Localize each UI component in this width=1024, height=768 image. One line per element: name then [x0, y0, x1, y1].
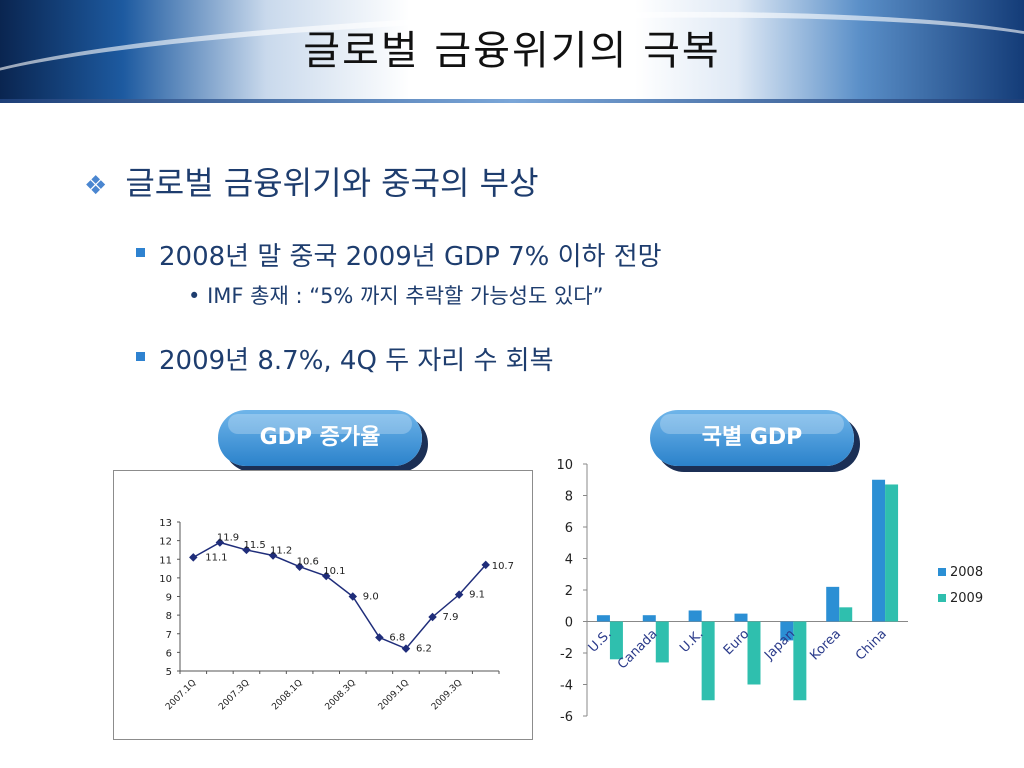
data-point-marker	[481, 560, 490, 570]
data-label: 7.9	[443, 612, 459, 623]
bar-2008	[826, 586, 840, 622]
x-tick-label: 2009.1Q	[377, 678, 411, 712]
gdp-growth-line	[192, 541, 487, 650]
y-tick-label: 13	[159, 518, 172, 529]
country-gdp-button[interactable]: 국별 GDP	[650, 410, 854, 466]
data-point-marker	[375, 633, 384, 642]
slide-title: 글로벌 금융위기의 극복	[303, 28, 721, 74]
square-bullet-icon	[136, 248, 145, 257]
y-tick-label: 7	[166, 630, 172, 641]
bar-2009	[747, 621, 761, 685]
x-tick-label: 2008.1Q	[270, 678, 304, 712]
y-tick-label: 6	[565, 521, 573, 536]
data-label: 11.1	[205, 552, 227, 563]
x-tick-label: 2007.1Q	[164, 678, 198, 712]
bar-2008	[596, 615, 610, 622]
data-label: 10.1	[323, 566, 345, 577]
y-tick-label: 10	[159, 574, 172, 585]
bar-2009	[839, 607, 853, 622]
bar-2008	[642, 615, 656, 622]
bar-2009	[701, 621, 715, 701]
y-tick-label: 4	[565, 553, 573, 568]
data-label: 9.1	[469, 590, 485, 601]
sub-sub-bullet: • IMF 총재 : “5% 까지 추락할 가능성도 있다”	[188, 280, 604, 310]
bar-2009	[609, 621, 623, 660]
sub-bullet-1-text: 2008년 말 중국 2009년 GDP 7% 이하 전망	[159, 242, 662, 272]
category-label: Japan	[761, 627, 798, 664]
country-gdp-button-label: 국별 GDP	[701, 425, 803, 450]
bar-2008	[872, 479, 886, 622]
y-tick-label: 10	[556, 458, 573, 473]
main-bullet: ❖ 글로벌 금융위기와 중국의 부상	[84, 158, 539, 204]
gdp-growth-button[interactable]: GDP 증가율	[218, 410, 422, 466]
data-label: 9.0	[363, 592, 379, 603]
data-point-marker	[215, 538, 225, 547]
category-label: China	[853, 627, 890, 664]
data-label: 6.2	[416, 644, 432, 655]
data-point-marker	[401, 644, 411, 653]
legend-label: 2009	[950, 591, 983, 606]
y-tick-label: 11	[159, 555, 172, 566]
bar-2009	[885, 484, 899, 622]
y-tick-label: 9	[166, 593, 172, 604]
data-label: 11.5	[243, 540, 265, 551]
dot-bullet-icon: •	[188, 284, 208, 308]
data-point-marker	[454, 590, 464, 599]
data-label: 10.7	[492, 561, 514, 572]
legend-label: 2008	[950, 565, 983, 580]
y-tick-label: 5	[166, 667, 172, 678]
category-label: Korea	[807, 627, 844, 664]
x-tick-label: 2007.3Q	[217, 678, 251, 712]
sub-bullet-1: 2008년 말 중국 2009년 GDP 7% 이하 전망	[136, 236, 662, 273]
data-point-marker	[295, 562, 304, 571]
y-tick-label: 12	[159, 537, 172, 548]
data-label: 6.8	[389, 632, 405, 643]
bar-2008	[734, 613, 748, 622]
data-label: 10.6	[297, 557, 319, 568]
sub-bullet-2-text: 2009년 8.7%, 4Q 두 자리 수 회복	[159, 346, 554, 376]
legend-swatch-2008	[938, 568, 946, 576]
data-point-marker	[189, 553, 198, 562]
y-tick-label: 0	[565, 616, 573, 631]
bar-2009	[793, 621, 807, 701]
bar-2009	[655, 621, 669, 663]
data-label: 11.9	[217, 532, 239, 543]
sub-sub-bullet-text: IMF 총재 : “5% 까지 추락할 가능성도 있다”	[207, 284, 604, 308]
y-tick-label: 8	[565, 490, 573, 505]
x-tick-label: 2009.3Q	[430, 678, 464, 712]
y-tick-label: 8	[166, 611, 172, 622]
gdp-growth-line-chart: 5 6 7 8 9 10 11 12 13 2007.1Q 2007.3Q 2008.1Q 2008.3…	[159, 518, 514, 712]
sub-bullet-2: 2009년 8.7%, 4Q 두 자리 수 회복	[136, 340, 554, 377]
square-bullet-icon	[136, 352, 145, 361]
y-tick-label: -4	[560, 679, 573, 694]
bar-2008	[688, 610, 702, 622]
y-tick-label: 2	[565, 584, 573, 599]
main-bullet-text: 글로벌 금융위기와 중국의 부상	[125, 164, 539, 202]
data-label: 11.2	[270, 546, 292, 557]
y-tick-label: -2	[560, 647, 573, 662]
diamond-bullet-icon: ❖	[84, 171, 108, 201]
data-point-marker	[268, 551, 278, 560]
y-tick-label: 6	[166, 648, 172, 659]
y-tick-label: -6	[560, 710, 573, 725]
data-point-marker	[321, 571, 331, 581]
bar-2008	[780, 621, 794, 641]
data-point-marker	[428, 612, 437, 622]
legend-swatch-2009	[938, 594, 946, 602]
gdp-growth-button-label: GDP 증가율	[259, 425, 381, 450]
x-tick-label: 2008.3Q	[324, 678, 358, 712]
line-chart-frame: 5 6 7 8 9 10 11 12 13 2007.1Q 2007.3Q 2008.1Q 2008.3…	[113, 470, 533, 740]
title-banner	[0, 0, 1024, 103]
